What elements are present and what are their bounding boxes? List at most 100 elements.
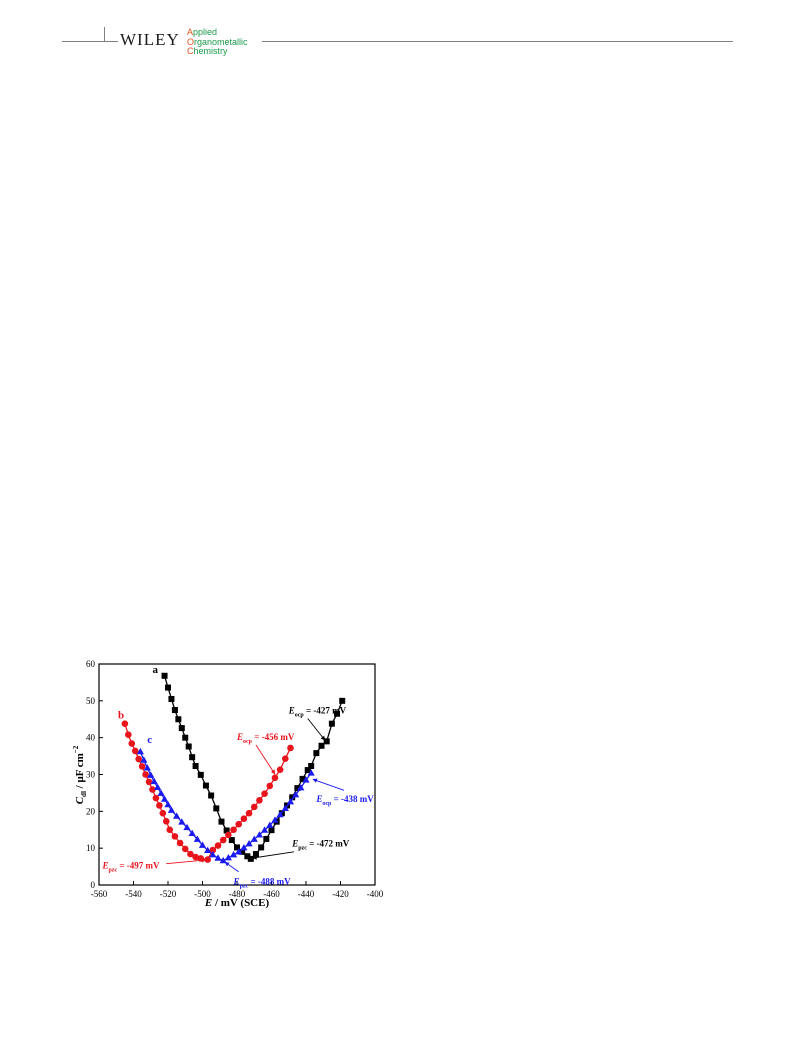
y-tick-label: 30: [86, 770, 96, 780]
point-c: [276, 810, 284, 818]
point-b: [219, 836, 227, 844]
point-b: [192, 853, 199, 861]
point-c: [229, 850, 238, 858]
point-a: [239, 848, 246, 855]
point-b: [152, 794, 160, 802]
journal-word-1: Applied: [187, 27, 218, 37]
x-axis-label: E / mV (SCE): [204, 897, 270, 909]
annotation-pzc-3: Epzc = -472 mV: [252, 838, 350, 860]
point-c: [235, 848, 243, 855]
point-b: [156, 802, 163, 809]
series-c: [136, 747, 315, 864]
x-tick-label: -400: [367, 889, 384, 899]
point-c: [250, 835, 258, 842]
annotation-label: Eocp = -427 mV: [288, 706, 347, 719]
point-a: [263, 835, 270, 842]
point-c: [188, 829, 196, 837]
point-a: [192, 763, 199, 770]
point-a: [171, 707, 178, 714]
point-c: [266, 821, 274, 828]
point-c: [160, 795, 169, 802]
annotation-label: Epzc = -497 mV: [101, 860, 160, 873]
point-a: [313, 750, 320, 757]
point-b: [159, 809, 167, 817]
x-tick-label: -420: [332, 889, 349, 899]
point-a: [308, 763, 315, 770]
annotation-pzc-5: Epzc = -488 mV: [224, 861, 292, 889]
axes: -560 -540 -520 -500 -480 -460 -440 -420 -400 0 10 2…: [86, 659, 384, 899]
point-b: [240, 815, 248, 822]
point-c: [164, 800, 172, 808]
point-a: [213, 805, 220, 812]
header-rule-left: [62, 41, 118, 42]
annotation-arrow: [255, 744, 276, 775]
annotation-ocp-2: Eocp = -438 mV: [312, 778, 374, 807]
point-c: [292, 790, 300, 798]
point-c: [204, 846, 212, 853]
point-a: [223, 827, 230, 834]
point-c: [147, 771, 155, 778]
point-b: [171, 833, 179, 840]
y-tick-label: 10: [86, 843, 96, 853]
point-c: [136, 747, 144, 755]
point-c: [281, 804, 289, 811]
point-a: [294, 785, 301, 792]
point-a: [161, 672, 168, 679]
point-b: [230, 826, 237, 834]
point-b: [162, 817, 170, 825]
point-c: [140, 756, 148, 763]
annotation-label: Epzc = -488 mV: [233, 876, 292, 889]
point-b: [166, 826, 174, 834]
x-tick-label: -460: [263, 889, 280, 899]
point-c: [286, 797, 295, 805]
annotation-pzc-4: Epzc = -497 mV: [101, 858, 207, 873]
capacitance-chart: -560 -540 -520 -500 -480 -460 -440 -420 -400 0 10 2…: [72, 659, 384, 909]
point-c: [143, 764, 151, 771]
point-a: [339, 697, 346, 704]
point-a: [189, 754, 196, 761]
point-c: [173, 812, 181, 819]
point-a: [244, 853, 251, 860]
point-c: [214, 854, 222, 861]
point-a: [258, 844, 265, 851]
annotation-label: Eocp = -438 mV: [315, 794, 374, 807]
series-b: [121, 720, 294, 863]
x-tick-label: -480: [229, 889, 246, 899]
point-b: [282, 755, 289, 762]
point-b: [142, 771, 149, 778]
point-c: [219, 856, 227, 864]
series-a: [161, 672, 346, 862]
point-c: [271, 816, 279, 823]
journal-word-3: Chemistry: [187, 46, 228, 56]
point-c: [261, 826, 269, 833]
annotation-ocp-0: Eocp = -427 mV: [288, 706, 347, 741]
header-rule-right: [262, 41, 733, 42]
annotation-label: Epzc = -472 mV: [291, 838, 350, 851]
point-b: [145, 778, 153, 786]
point-c: [157, 789, 165, 796]
point-b: [149, 786, 156, 793]
header-tick: [104, 27, 105, 41]
point-c: [302, 776, 310, 783]
point-b: [125, 731, 132, 739]
point-b: [276, 766, 284, 774]
x-tick-label: -440: [298, 889, 315, 899]
annotations: Eocp = -427 mV Eocp = -456 mV Eocp = -438 …: [101, 706, 374, 890]
x-tick-label: -540: [125, 889, 142, 899]
point-a: [228, 837, 235, 844]
point-a: [182, 734, 189, 741]
series-layer: a b c: [118, 664, 346, 864]
point-b: [121, 720, 129, 727]
journal-logo: Applied Organometallic Chemistry: [187, 27, 251, 57]
point-b: [135, 755, 142, 763]
publisher-logo: WILEY: [118, 30, 182, 49]
x-tick-label: -560: [91, 889, 108, 899]
point-b: [131, 747, 139, 755]
point-c: [193, 835, 201, 842]
point-a: [202, 782, 209, 789]
annotation-arrow: [166, 858, 207, 865]
annotation-arrow: [307, 718, 326, 741]
point-a: [175, 716, 182, 723]
point-a: [268, 827, 275, 834]
x-tick-label: -500: [194, 889, 211, 899]
